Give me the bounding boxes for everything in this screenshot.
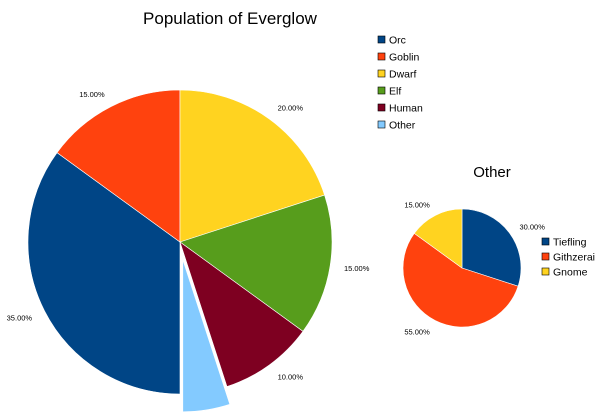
legend-swatch-elf bbox=[377, 86, 386, 95]
other-legend: Tiefling Githzerai Gnome bbox=[541, 237, 595, 279]
legend-label-dwarf: Dwarf bbox=[389, 69, 417, 81]
legend-label-githzerai: Githzerai bbox=[553, 252, 595, 264]
slice-value-label-elf: 15.00% bbox=[344, 264, 370, 273]
slice-value-label-goblin: 15.00% bbox=[79, 90, 105, 99]
slice-value-label-gnome: 15.00% bbox=[404, 201, 430, 210]
legend-swatch-githzerai bbox=[541, 252, 550, 261]
main-pie: 35.00%15.00%20.00%15.00%10.00%5.00% bbox=[7, 89, 370, 413]
pie-slice-other bbox=[182, 259, 231, 413]
slice-value-label-orc: 35.00% bbox=[7, 313, 33, 322]
legend-swatch-other bbox=[377, 120, 386, 129]
main-chart-title: Population of Everglow bbox=[143, 9, 318, 28]
legend-swatch-dwarf bbox=[377, 69, 386, 78]
pie-slice-elf bbox=[179, 194, 333, 332]
slice-value-label-githzerai: 55.00% bbox=[404, 327, 430, 336]
legend-swatch-gnome bbox=[541, 267, 550, 276]
legend-swatch-tiefling bbox=[541, 237, 550, 246]
pie-slice-tiefling bbox=[461, 208, 522, 287]
other-chart-title: Other bbox=[473, 164, 511, 181]
legend-swatch-orc bbox=[377, 35, 386, 44]
slice-value-label-tiefling: 30.00% bbox=[519, 222, 545, 231]
slice-value-label-dwarf: 20.00% bbox=[278, 104, 304, 113]
legend-label-other: Other bbox=[389, 120, 416, 132]
legend-label-gnome: Gnome bbox=[553, 267, 588, 279]
legend-label-goblin: Goblin bbox=[389, 52, 420, 64]
pie-slice-gnome bbox=[413, 208, 463, 269]
pie-slice-dwarf bbox=[179, 89, 325, 243]
pie-slice-human bbox=[179, 241, 304, 387]
pie-slice-githzerai bbox=[402, 232, 519, 328]
legend-label-tiefling: Tiefling bbox=[553, 237, 587, 249]
legend-label-human: Human bbox=[389, 103, 423, 115]
legend-swatch-goblin bbox=[377, 52, 386, 61]
slice-value-label-human: 10.00% bbox=[278, 372, 304, 381]
main-legend: Orc Goblin Dwarf Elf Human Other bbox=[377, 35, 423, 132]
other-pie: 30.00% 55.00% 15.00% bbox=[402, 201, 545, 336]
pie-slice-orc bbox=[27, 152, 181, 395]
legend-label-orc: Orc bbox=[389, 35, 406, 47]
legend-swatch-human bbox=[377, 103, 386, 112]
legend-label-elf: Elf bbox=[389, 86, 401, 98]
pie-slice-goblin bbox=[56, 89, 181, 243]
